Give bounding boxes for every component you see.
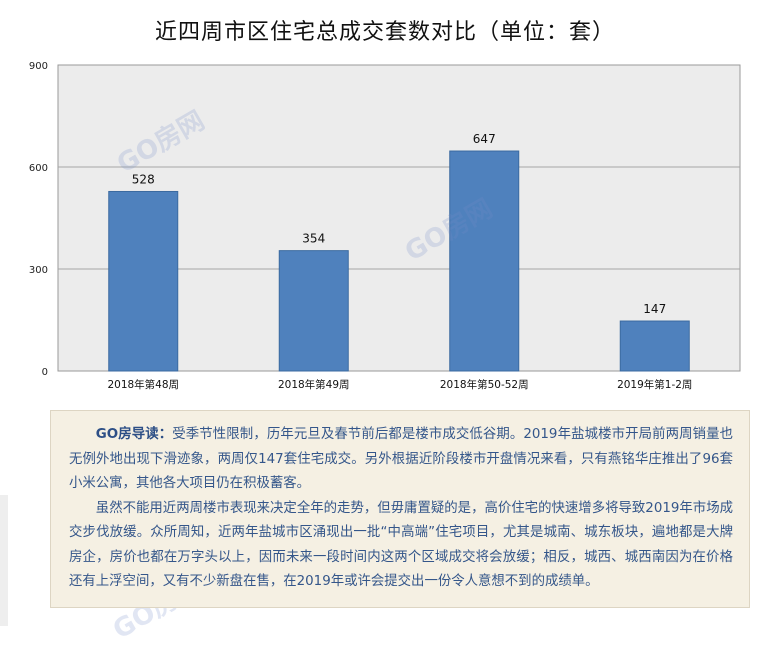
data-label: 647	[473, 132, 496, 146]
x-tick-label: 2018年第50-52周	[440, 378, 529, 391]
x-tick-label: 2018年第49周	[278, 378, 350, 391]
bar	[449, 150, 520, 372]
x-axis-ticks: 2018年第48周 2018年第49周 2018年第50-52周 2019年第1-2周	[107, 378, 692, 391]
data-label: 354	[302, 232, 325, 246]
x-tick-label: 2018年第48周	[107, 378, 179, 391]
commentary-text-1: 受季节性限制，历年元旦及春节前后都是楼市成交低谷期。2019年盐城楼市开局前两周…	[69, 427, 733, 491]
bar	[278, 250, 349, 372]
commentary-paragraph-1: GO房导读：受季节性限制，历年元旦及春节前后都是楼市成交低谷期。2019年盐城楼…	[69, 423, 733, 497]
bar	[619, 320, 690, 372]
y-tick-label: 0	[42, 367, 48, 378]
y-tick-label: 300	[29, 265, 48, 276]
y-axis-ticks: 0 300 600 900	[29, 61, 48, 378]
y-tick-label: 900	[29, 61, 48, 72]
left-edge-strip	[0, 495, 8, 626]
x-tick-label: 2019年第1-2周	[617, 378, 692, 391]
y-tick-label: 600	[29, 163, 48, 174]
data-labels: 528 354 647 147	[132, 132, 666, 316]
commentary-box: GO房导读：受季节性限制，历年元旦及春节前后都是楼市成交低谷期。2019年盐城楼…	[50, 410, 750, 608]
data-label: 528	[132, 172, 155, 186]
data-label: 147	[643, 302, 666, 316]
bars	[108, 150, 690, 372]
commentary-lead: GO房导读：	[95, 427, 173, 442]
bar	[108, 190, 179, 372]
chart-title: 近四周市区住宅总成交套数对比（单位：套）	[154, 20, 615, 45]
commentary-paragraph-2: 虽然不能用近两周楼市表现来决定全年的走势，但毋庸置疑的是，高价住宅的快速增多将导…	[69, 500, 733, 590]
